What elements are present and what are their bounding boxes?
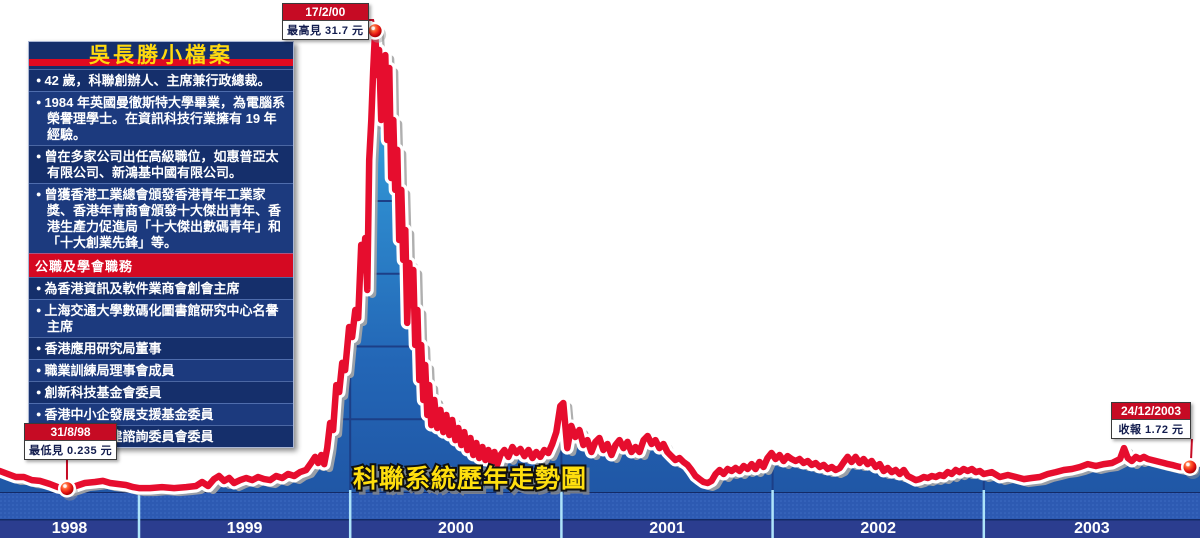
- profile-item: ● 42 歲，科聯創辦人、主席兼行政總裁。: [29, 69, 293, 91]
- marker-shine: [371, 26, 375, 31]
- axis-band-year: [0, 519, 1200, 538]
- callout-close-value: 收報 1.72 元: [1112, 419, 1190, 438]
- marker-ball-icon: [1183, 460, 1197, 474]
- duty-item: ● 香港應用研究局董事: [29, 337, 293, 359]
- duties-section-header: 公職及學會職務: [29, 253, 293, 277]
- duty-item: ● 創新科技基金會委員: [29, 381, 293, 403]
- profile-list: ● 42 歲，科聯創辦人、主席兼行政總裁。 ● 1984 年英國曼徹斯特大學畢業，為電…: [29, 69, 293, 253]
- marker-ball-icon: [368, 24, 382, 38]
- bullet-icon: ●: [36, 305, 42, 315]
- year-label: 2000: [438, 520, 474, 537]
- duty-item: ● 為香港資訊及軟件業商會創會主席: [29, 277, 293, 299]
- duty-item: ● 上海交通大學數碼化圖書館研究中心名譽主席: [29, 299, 293, 337]
- profile-item-text: 1984 年英國曼徹斯特大學畢業，為電腦系榮譽理學士。在資訊科技行業擁有 19 …: [44, 95, 285, 142]
- duty-item-text: 上海交通大學數碼化圖書館研究中心名譽主席: [44, 303, 279, 334]
- callout-high-value: 最高見 31.7 元: [283, 20, 368, 39]
- chart-title: 科聯系統歷年走勢圖: [353, 464, 587, 493]
- callout-low-date: 31/8/98: [25, 424, 117, 440]
- duty-item-text: 為香港資訊及軟件業商會創會主席: [44, 281, 240, 296]
- price-line: [0, 27, 1194, 492]
- title-red-stripe: [29, 59, 293, 66]
- marker-shine: [1186, 462, 1190, 467]
- axis-band-upper: [0, 492, 1200, 519]
- callout-close: 24/12/2003 收報 1.72 元: [1111, 402, 1191, 439]
- chart-title-shadow: 科聯系統歷年走勢圖: [356, 467, 590, 496]
- bullet-icon: ●: [36, 97, 42, 107]
- profile-item-text: 曾在多家公司出任高級職位，如惠普亞太有限公司、新鴻基中國有限公司。: [44, 149, 279, 180]
- low-marker: [57, 479, 78, 501]
- duty-item: ● 職業訓練局理事會成員: [29, 359, 293, 381]
- profile-item: ● 曾獲香港工業總會頒發香港青年工業家獎、香港年青商會頒發十大傑出青年、香港生產力…: [29, 183, 293, 253]
- bullet-icon: ●: [36, 189, 42, 199]
- callout-high-date: 17/2/00: [283, 4, 368, 20]
- duty-item-text: 香港中小企發展支援基金委員: [44, 407, 214, 422]
- profile-box: 吳長勝小檔案 ● 42 歲，科聯創辦人、主席兼行政總裁。 ● 1984 年英國曼徹斯特…: [28, 41, 294, 448]
- profile-box-title-bar: 吳長勝小檔案: [29, 42, 293, 69]
- duty-item: ● 香港中小企發展支援基金委員: [29, 403, 293, 425]
- duties-list: ● 為香港資訊及軟件業商會創會主席 ● 上海交通大學數碼化圖書館研究中心名譽主席 ● 香港…: [29, 277, 293, 447]
- marker-ball-icon: [60, 482, 74, 496]
- bullet-icon: ●: [36, 387, 42, 397]
- year-label: 2002: [860, 520, 896, 537]
- duty-item-text: 創新科技基金會委員: [44, 385, 162, 400]
- year-label: 2001: [649, 520, 685, 537]
- year-label: 1998: [52, 520, 88, 537]
- profile-box-title: 吳長勝小檔案: [89, 44, 233, 67]
- bullet-icon: ●: [36, 151, 42, 161]
- close-marker: [1180, 457, 1200, 479]
- year-label: 2003: [1074, 520, 1110, 537]
- year-label: 1999: [227, 520, 263, 537]
- bullet-icon: ●: [36, 409, 42, 419]
- profile-item-text: 42 歲，科聯創辦人、主席兼行政總裁。: [44, 73, 271, 88]
- callout-low: 31/8/98 最低見 0.235 元: [24, 423, 118, 460]
- profile-item-text: 曾獲香港工業總會頒發香港青年工業家獎、香港年青商會頒發十大傑出青年、香港生產力促…: [44, 187, 282, 250]
- profile-item: ● 1984 年英國曼徹斯特大學畢業，為電腦系榮譽理學士。在資訊科技行業擁有 19…: [29, 91, 293, 145]
- axis-band-divider: [0, 519, 1200, 521]
- high-marker: [366, 21, 387, 43]
- callout-close-date: 24/12/2003: [1112, 403, 1190, 419]
- profile-item: ● 曾在多家公司出任高級職位，如惠普亞太有限公司、新鴻基中國有限公司。: [29, 145, 293, 183]
- duty-item-text: 職業訓練局理事會成員: [44, 363, 175, 378]
- bullet-icon: ●: [36, 365, 42, 375]
- bullet-icon: ●: [36, 75, 42, 85]
- duty-item-text: 香港應用研究局董事: [44, 341, 162, 356]
- callout-high: 17/2/00 最高見 31.7 元: [282, 3, 369, 40]
- bullet-icon: ●: [36, 343, 42, 353]
- bullet-icon: ●: [36, 283, 42, 293]
- marker-shine: [63, 484, 67, 488]
- callout-low-value: 最低見 0.235 元: [25, 440, 117, 459]
